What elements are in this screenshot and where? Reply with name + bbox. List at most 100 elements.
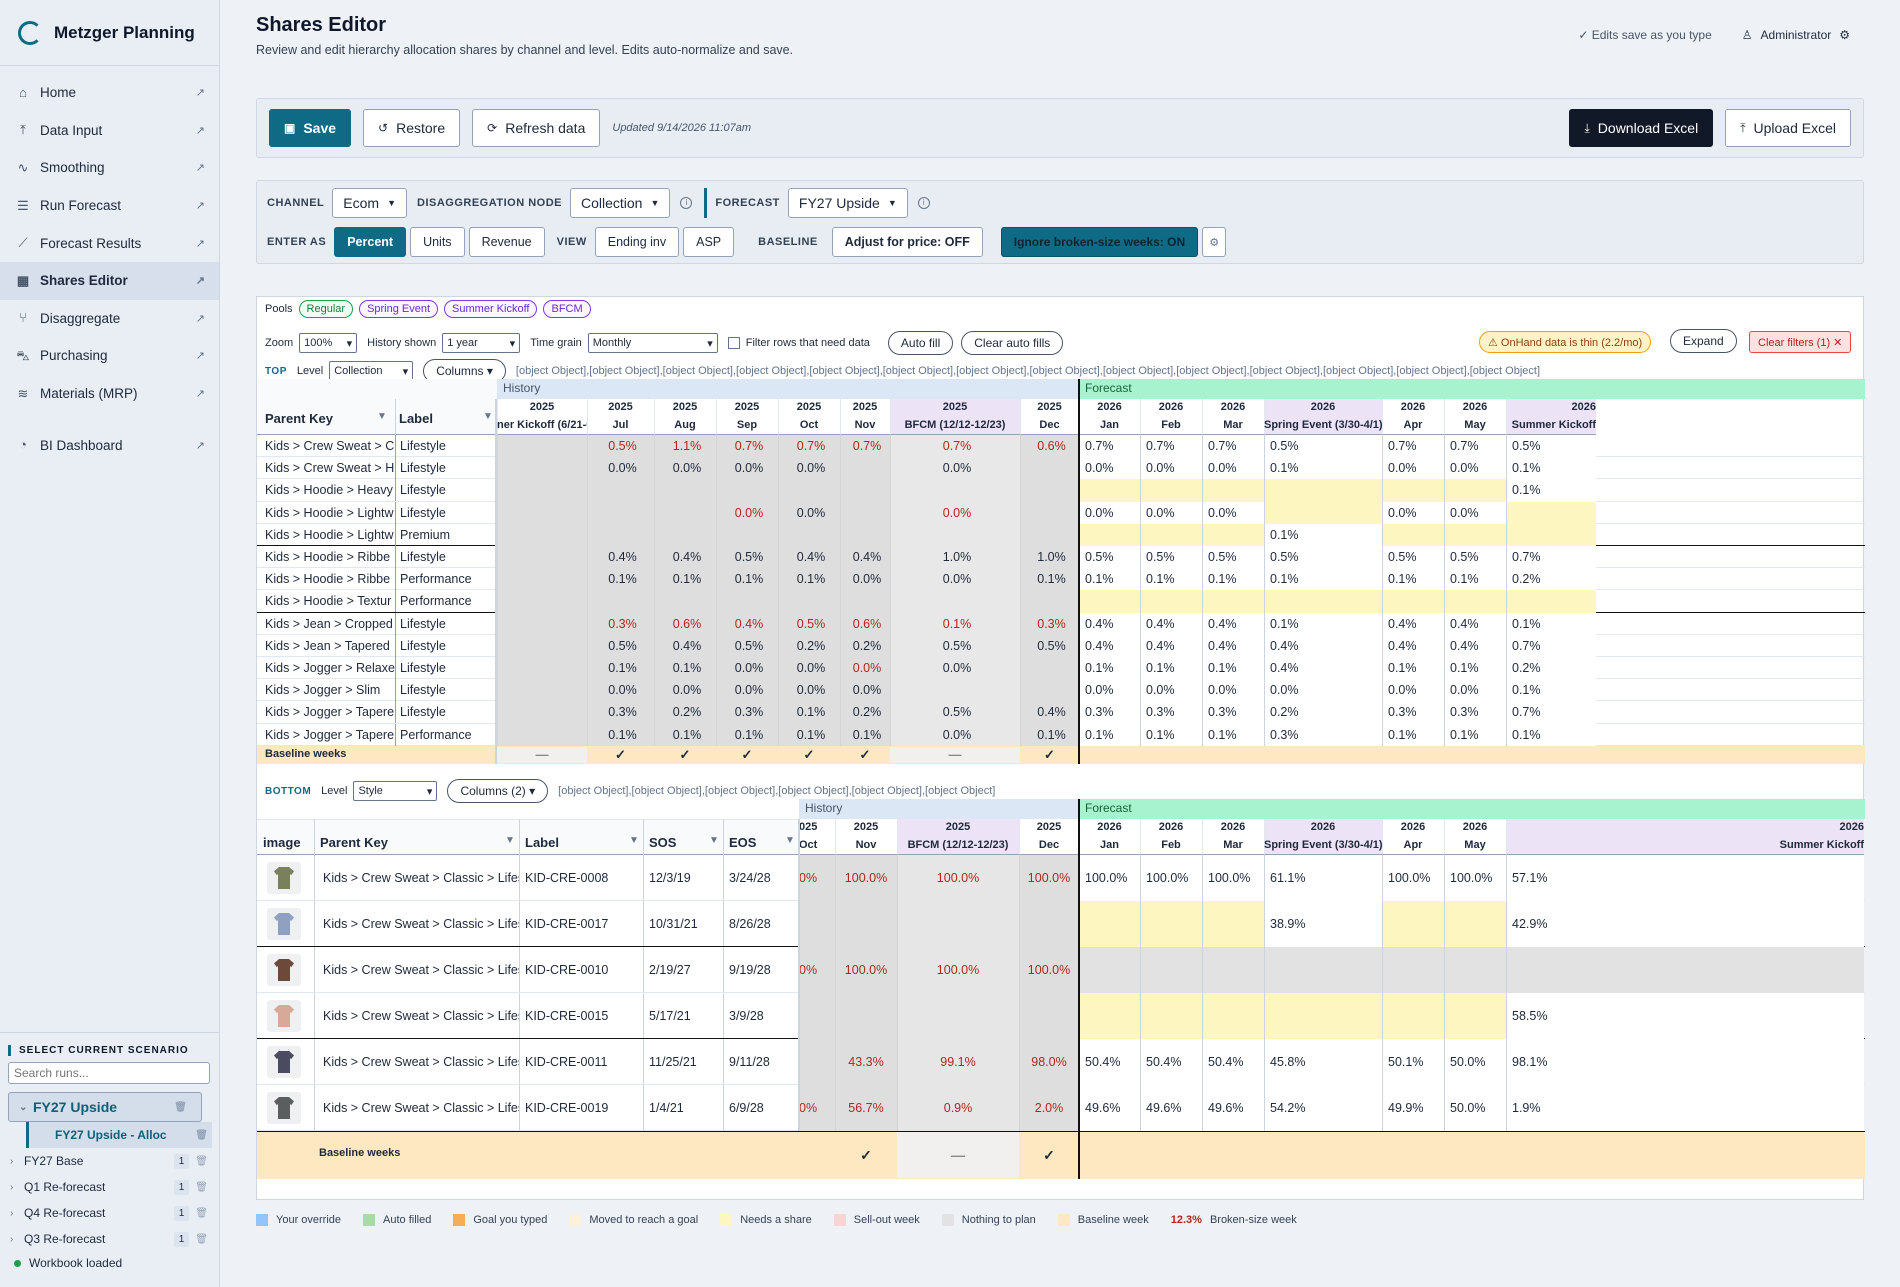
share-cell[interactable]: 0.0% [1450, 461, 1479, 476]
adjust-price-toggle[interactable]: Adjust for price: OFF [831, 227, 983, 257]
share-cell[interactable]: 0.1% [672, 727, 702, 742]
sidebar-item-data-input[interactable]: ⤒ Data Input ↗ [0, 112, 219, 150]
run-item[interactable]: › Q1 Re-forecast 1 🗑 [8, 1174, 212, 1200]
share-cell[interactable]: 100.0% [1146, 871, 1189, 885]
share-cell[interactable]: 50.4% [1085, 1055, 1121, 1069]
chevron-down-icon[interactable]: ⌄ [19, 1101, 28, 1113]
share-cell[interactable]: 0.5% [1450, 550, 1479, 564]
share-cell[interactable]: 0.4% [1146, 638, 1175, 653]
baseline-mark[interactable]: ✓ [679, 746, 691, 762]
share-cell[interactable]: 0.1% [734, 727, 764, 742]
share-cell[interactable]: 0.3% [1085, 705, 1114, 720]
share-cell[interactable]: 1.9% [1512, 1101, 1541, 1115]
share-cell[interactable]: 100.0% [1027, 963, 1071, 977]
share-cell[interactable]: 100.0% [844, 871, 888, 885]
share-cell[interactable]: 0.2% [852, 638, 882, 653]
parent-key-header[interactable]: Parent Key [265, 411, 333, 426]
share-cell[interactable]: 100.0% [1208, 871, 1251, 885]
share-cell[interactable]: 98.1% [1512, 1055, 1548, 1069]
share-cell[interactable]: 0.1% [852, 727, 882, 742]
left-col-header-img_hdr[interactable]: image [263, 835, 301, 850]
share-cell[interactable]: 0.9% [943, 1101, 973, 1115]
share-cell[interactable]: 0.4% [672, 550, 702, 564]
left-col-header-parent_hdr[interactable]: Parent Key [320, 835, 388, 850]
share-cell[interactable]: 1.0% [942, 550, 972, 564]
auto-fill-button[interactable]: Auto fill [887, 331, 954, 355]
forecast-select[interactable]: FY27 Upside ▼ [787, 188, 908, 218]
col-month[interactable]: Oct [799, 419, 819, 431]
top-level-select[interactable]: Collection ▾ [329, 361, 414, 381]
trash-icon[interactable]: 🗑 [195, 1233, 208, 1245]
view-asp-button[interactable]: ASP [683, 227, 735, 257]
filter-icon[interactable]: ▼ [785, 835, 795, 846]
share-cell[interactable]: 0.0% [672, 461, 702, 476]
share-cell[interactable]: 0.7% [1208, 439, 1237, 453]
baseline-mark[interactable]: ✓ [1043, 1147, 1055, 1163]
share-cell[interactable]: 0.1% [1085, 727, 1114, 742]
share-cell[interactable]: 0.0% [942, 505, 972, 520]
share-cell[interactable]: 0.0% [608, 461, 637, 476]
product-thumbnail[interactable] [267, 1000, 301, 1032]
col-month[interactable]: Nov [855, 839, 877, 851]
share-cell[interactable]: 100.0% [1085, 871, 1128, 885]
share-cell[interactable]: 100.0% [936, 871, 980, 885]
share-cell[interactable]: 45.8% [1270, 1055, 1306, 1069]
share-cell[interactable]: 0.0% [1388, 461, 1417, 476]
share-cell[interactable]: 0.3% [1388, 705, 1417, 720]
share-cell[interactable]: 0.4% [608, 550, 637, 564]
baseline-mark[interactable] [1140, 1132, 1202, 1178]
share-cell[interactable]: 0.1% [1208, 661, 1237, 675]
share-cell[interactable]: 0.0% [1085, 683, 1114, 698]
baseline-mark[interactable] [1444, 1132, 1506, 1178]
share-cell[interactable]: 100.0% [844, 963, 888, 977]
share-cell[interactable]: 0.1% [1388, 661, 1417, 675]
run-item[interactable]: › Q4 Re-forecast 1 🗑 [8, 1200, 212, 1226]
col-month[interactable]: Aug [674, 419, 696, 431]
share-cell[interactable]: 0.5% [1085, 550, 1114, 564]
share-cell[interactable]: 0.4% [1270, 638, 1299, 653]
external-link-icon[interactable]: ↗ [195, 439, 205, 452]
share-cell[interactable]: 0.0% [1208, 505, 1237, 520]
search-runs-input[interactable] [8, 1062, 210, 1084]
share-cell[interactable]: 0.0% [942, 461, 972, 476]
share-cell[interactable]: 57.1% [1512, 871, 1548, 885]
col-month[interactable]: ner Kickoff (6/21-6/25) [497, 419, 587, 431]
baseline-mark[interactable]: ✓ [803, 746, 815, 762]
external-link-icon[interactable]: ↗ [195, 124, 205, 137]
baseline-mark[interactable] [1202, 1132, 1264, 1178]
share-cell[interactable]: 0.4% [1208, 616, 1237, 631]
baseline-mark[interactable]: ✓ [615, 746, 626, 762]
share-cell[interactable]: 50.1% [1388, 1055, 1424, 1069]
share-cell[interactable]: 0.5% [734, 550, 764, 564]
settings-gear-icon[interactable]: ⚙ [1202, 227, 1227, 257]
share-cell[interactable]: 0.5% [1208, 550, 1237, 564]
share-cell[interactable]: 0.7% [1085, 439, 1114, 453]
share-cell[interactable]: 0.0% [1085, 461, 1114, 476]
zoom-select[interactable]: 100% ▾ [299, 333, 358, 353]
share-cell[interactable]: 100.0% [1450, 871, 1493, 885]
share-cell[interactable]: 0.1% [796, 727, 826, 742]
share-cell[interactable]: 0.2% [1512, 661, 1541, 675]
col-month[interactable]: Dec [1039, 419, 1060, 431]
user-menu[interactable]: ♙ Administrator ⚙ [1742, 28, 1850, 42]
share-cell[interactable]: 0.1% [942, 616, 972, 631]
baseline-mark[interactable] [1264, 1132, 1382, 1178]
share-cell[interactable]: 49.9% [1388, 1101, 1424, 1115]
external-link-icon[interactable]: ↗ [195, 312, 205, 325]
share-cell[interactable]: 0.4% [1208, 638, 1237, 653]
share-cell[interactable]: 50.0% [1450, 1101, 1486, 1115]
baseline-mark[interactable]: — [897, 1132, 1019, 1178]
share-cell[interactable]: 0.0% [1270, 683, 1299, 698]
filter-icon[interactable]: ▼ [629, 835, 639, 846]
share-cell[interactable]: 0.2% [1512, 572, 1541, 587]
share-cell[interactable]: 0.1% [1037, 572, 1066, 587]
share-cell[interactable]: 0.0% [942, 572, 972, 587]
share-cell[interactable]: 0.1% [1512, 683, 1541, 698]
share-cell[interactable]: 0.7% [1450, 439, 1479, 453]
share-cell[interactable]: 0.0% [1146, 461, 1175, 476]
share-cell[interactable]: 0.0% [796, 661, 826, 675]
node-select[interactable]: Collection ▼ [569, 188, 671, 218]
baseline-mark[interactable]: ✓ [860, 1147, 872, 1163]
share-cell[interactable]: 0.1% [1085, 572, 1114, 587]
filter-icon[interactable]: ▼ [709, 835, 719, 846]
